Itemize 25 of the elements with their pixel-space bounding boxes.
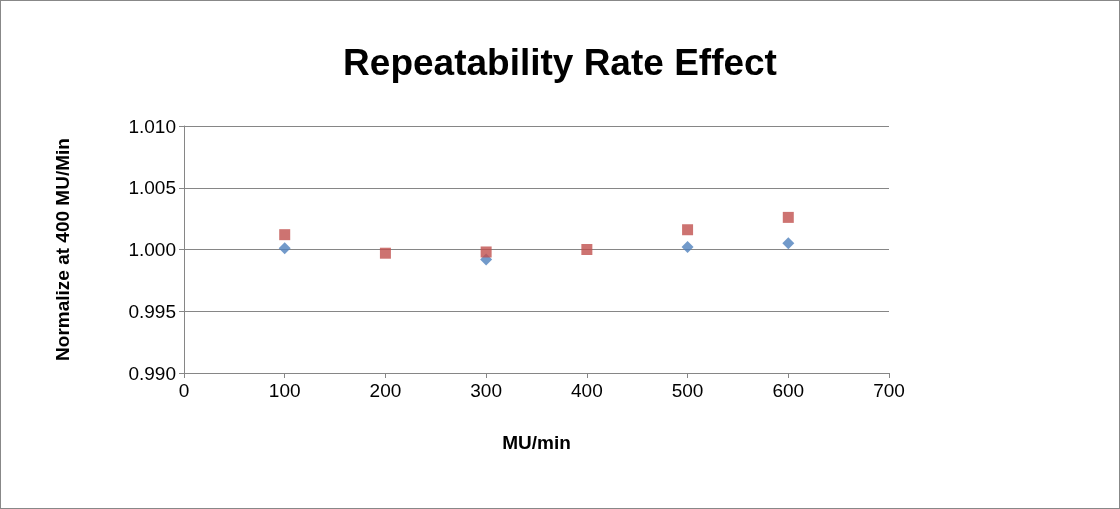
point (782, 237, 795, 250)
y-tick-label: 0.995 (128, 300, 176, 322)
point (480, 246, 492, 258)
chart-title: Repeatability Rate Effect (343, 42, 777, 83)
y-axis-title: Normalize at 400 MU/Min (52, 138, 73, 361)
point (581, 244, 593, 255)
y-tick-label: 1.005 (128, 177, 176, 199)
x-tick-label: 700 (873, 380, 905, 401)
x-tick-label: 200 (369, 380, 402, 401)
x-tick-label: 100 (268, 380, 301, 401)
point (279, 229, 291, 241)
x-tick-label: 600 (772, 380, 805, 401)
x-tick-label: 500 (671, 380, 704, 401)
y-tick-label: 1.010 (128, 115, 176, 137)
x-tick-label: 300 (470, 380, 502, 401)
point (682, 224, 694, 236)
point (782, 211, 794, 223)
point (681, 241, 694, 254)
point (379, 247, 391, 259)
x-tick-label: 0 (178, 380, 190, 401)
point (278, 242, 291, 255)
x-tick-label: 400 (571, 380, 603, 401)
y-tick-label: 1.000 (128, 239, 176, 260)
y-tick-label: 0.990 (128, 362, 176, 384)
x-axis-title: MU/min (502, 432, 571, 453)
